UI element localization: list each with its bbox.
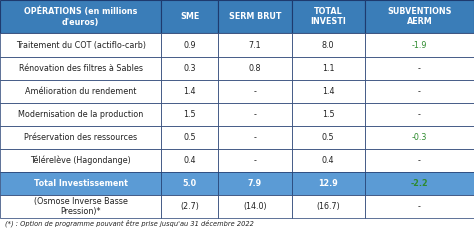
Bar xyxy=(365,57,474,80)
Text: (16.7): (16.7) xyxy=(316,202,340,211)
Bar xyxy=(218,0,292,33)
Text: 8.0: 8.0 xyxy=(322,41,335,49)
Text: -: - xyxy=(253,110,256,119)
Text: 1.5: 1.5 xyxy=(322,110,335,119)
Text: -: - xyxy=(253,133,256,142)
Bar xyxy=(161,172,218,195)
Text: Préservation des ressources: Préservation des ressources xyxy=(24,133,137,142)
Bar xyxy=(365,33,474,57)
Bar xyxy=(0,195,161,218)
Text: 0.8: 0.8 xyxy=(248,64,261,73)
Bar xyxy=(0,0,161,33)
Bar xyxy=(218,33,292,57)
Text: 7.1: 7.1 xyxy=(248,41,261,49)
Bar xyxy=(292,172,365,195)
Text: -: - xyxy=(253,156,256,165)
Bar xyxy=(365,149,474,172)
Bar xyxy=(292,126,365,149)
Bar xyxy=(292,195,365,218)
Bar xyxy=(218,195,292,218)
Bar xyxy=(292,103,365,126)
Bar xyxy=(218,80,292,103)
Text: -0.3: -0.3 xyxy=(412,133,427,142)
Bar xyxy=(161,126,218,149)
Text: Télérelève (Hagondange): Télérelève (Hagondange) xyxy=(30,156,131,165)
Text: 0.5: 0.5 xyxy=(322,133,335,142)
Text: 7.9: 7.9 xyxy=(248,179,262,188)
Bar xyxy=(161,103,218,126)
Bar xyxy=(365,0,474,33)
Text: (Osmose Inverse Basse
Pression)*: (Osmose Inverse Basse Pression)* xyxy=(34,197,128,216)
Text: 0.4: 0.4 xyxy=(322,156,335,165)
Bar xyxy=(292,57,365,80)
Text: Total Investissement: Total Investissement xyxy=(34,179,128,188)
Bar xyxy=(0,80,161,103)
Text: 1.5: 1.5 xyxy=(183,110,196,119)
Text: SME: SME xyxy=(180,12,199,21)
Text: SUBVENTIONS
AERM: SUBVENTIONS AERM xyxy=(387,7,452,26)
Bar xyxy=(365,126,474,149)
Bar xyxy=(292,149,365,172)
Text: Rénovation des filtres à Sables: Rénovation des filtres à Sables xyxy=(18,64,143,73)
Text: TOTAL
INVESTI: TOTAL INVESTI xyxy=(310,7,346,26)
Bar xyxy=(161,0,218,33)
Text: 1.4: 1.4 xyxy=(183,87,196,96)
Text: 0.4: 0.4 xyxy=(183,156,196,165)
Bar xyxy=(218,149,292,172)
Text: Amélioration du rendement: Amélioration du rendement xyxy=(25,87,136,96)
Text: 12.9: 12.9 xyxy=(319,179,338,188)
Bar xyxy=(0,149,161,172)
Text: (2.7): (2.7) xyxy=(180,202,199,211)
Bar xyxy=(292,0,365,33)
Text: 0.3: 0.3 xyxy=(183,64,196,73)
Bar xyxy=(218,103,292,126)
Text: 5.0: 5.0 xyxy=(182,179,197,188)
Text: 0.9: 0.9 xyxy=(183,41,196,49)
Bar xyxy=(161,80,218,103)
Bar xyxy=(218,57,292,80)
Text: -: - xyxy=(253,87,256,96)
Text: SERM BRUT: SERM BRUT xyxy=(228,12,281,21)
Text: (14.0): (14.0) xyxy=(243,202,266,211)
Text: Traitement du COT (actiflo-carb): Traitement du COT (actiflo-carb) xyxy=(16,41,146,49)
Bar xyxy=(218,172,292,195)
Bar xyxy=(365,80,474,103)
Bar xyxy=(0,57,161,80)
Text: -: - xyxy=(418,110,421,119)
Bar xyxy=(161,57,218,80)
Bar xyxy=(365,195,474,218)
Text: -: - xyxy=(418,156,421,165)
Text: Modernisation de la production: Modernisation de la production xyxy=(18,110,143,119)
Text: -2.2: -2.2 xyxy=(410,179,428,188)
Text: 1.4: 1.4 xyxy=(322,87,335,96)
Bar xyxy=(218,126,292,149)
Text: OPÉRATIONS (en millions
d'euros): OPÉRATIONS (en millions d'euros) xyxy=(24,7,137,27)
Bar xyxy=(161,149,218,172)
Text: -: - xyxy=(418,202,421,211)
Bar xyxy=(0,33,161,57)
Bar xyxy=(161,195,218,218)
Bar xyxy=(365,172,474,195)
Text: 1.1: 1.1 xyxy=(322,64,335,73)
Bar xyxy=(0,103,161,126)
Text: 0.5: 0.5 xyxy=(183,133,196,142)
Bar xyxy=(365,103,474,126)
Text: -1.9: -1.9 xyxy=(412,41,427,49)
Text: -: - xyxy=(418,87,421,96)
Bar xyxy=(292,80,365,103)
Bar xyxy=(0,172,161,195)
Bar xyxy=(161,33,218,57)
Bar xyxy=(0,126,161,149)
Text: (*) : Option de programme pouvant être prise jusqu'au 31 décembre 2022: (*) : Option de programme pouvant être p… xyxy=(5,219,254,227)
Text: -: - xyxy=(418,64,421,73)
Bar xyxy=(292,33,365,57)
